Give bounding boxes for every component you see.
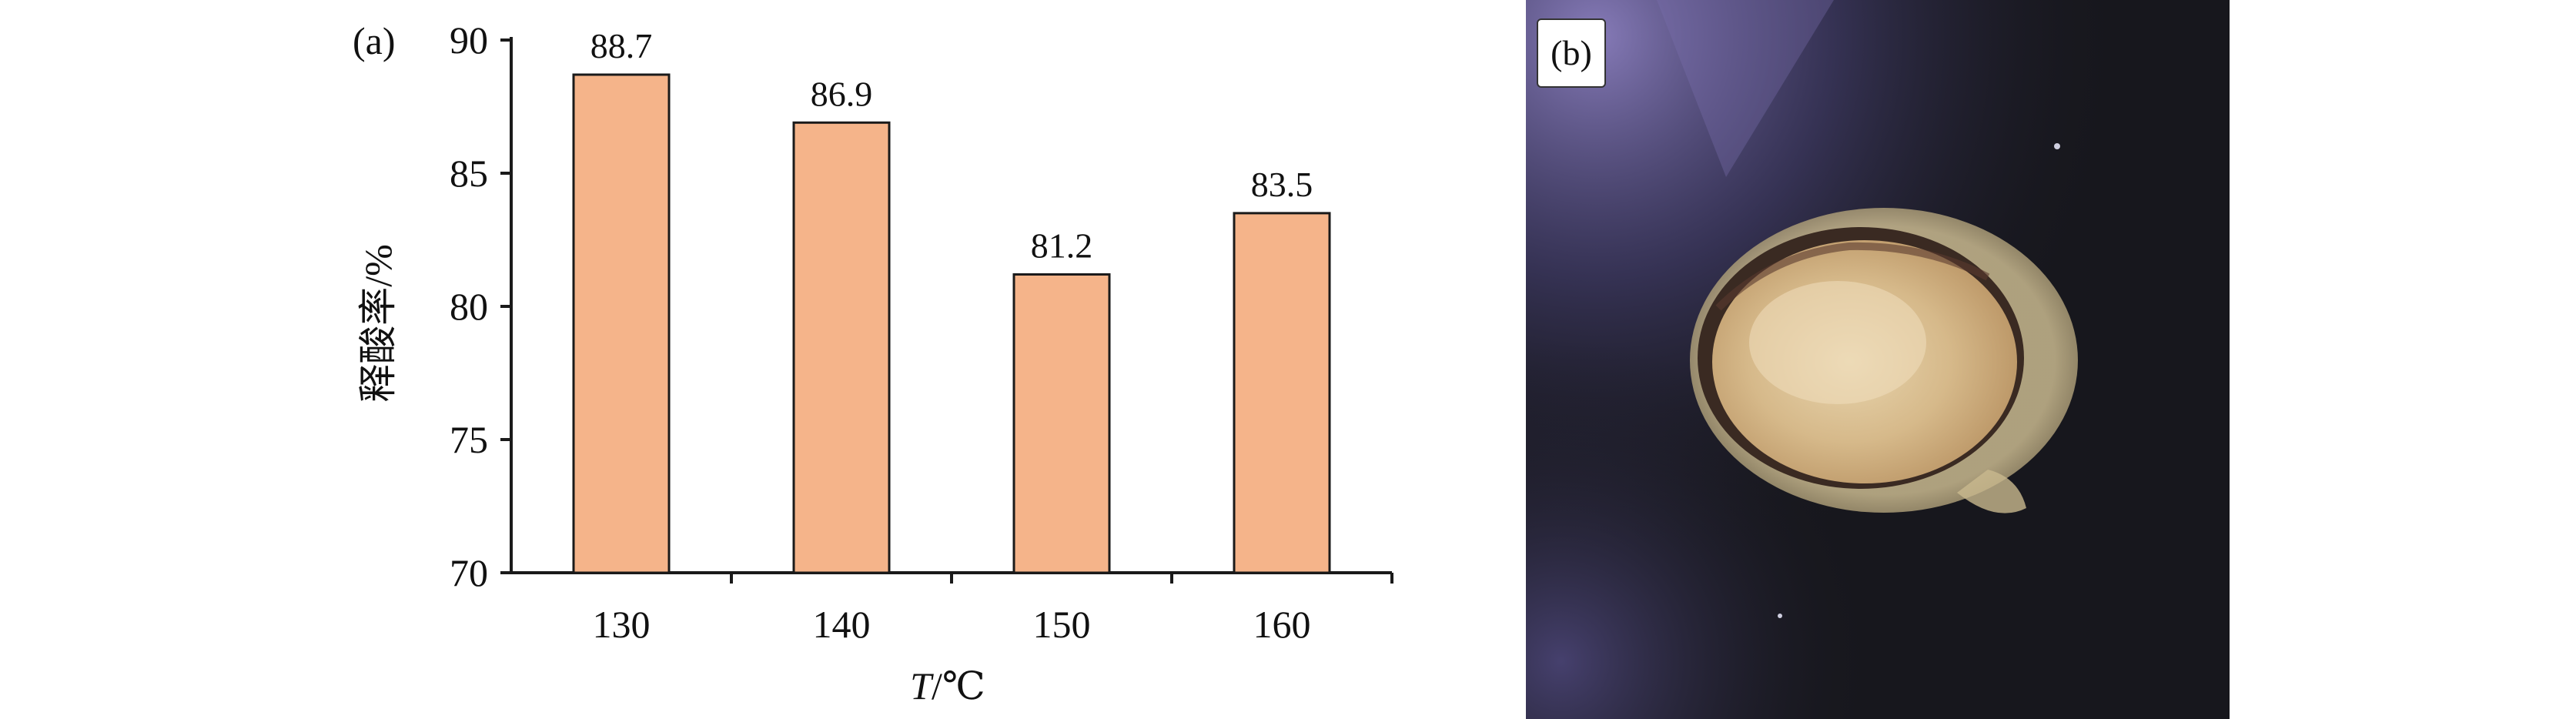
x-tick-label: 150 [1033, 603, 1091, 646]
y-tick-label: 85 [450, 152, 488, 195]
x-axis-title-variable: T [910, 664, 934, 707]
x-axis-title: T/℃ [910, 664, 985, 707]
dish-photo-image [1526, 0, 2230, 719]
y-tick-label: 75 [450, 418, 488, 461]
bar-value-label: 81.2 [1031, 226, 1093, 265]
bar-chart: (a) 70 75 80 85 90 130 140 150 160 88.7 86.9 81.2… [353, 18, 1393, 707]
y-axis-title: 释酸率/% [356, 244, 400, 403]
bar-130 [572, 73, 671, 574]
x-tick-label: 160 [1253, 603, 1311, 646]
panel-a-label: (a) [353, 19, 396, 62]
bar-150 [1012, 273, 1111, 574]
bars: 88.7 86.9 81.2 83.5 [572, 26, 1331, 574]
panel-b-label: (b) [1537, 18, 1606, 88]
bar-value-label: 83.5 [1251, 165, 1313, 204]
bar-140 [792, 121, 891, 574]
y-tick-label: 90 [450, 18, 488, 62]
y-tick-label: 70 [450, 551, 488, 594]
x-tick-label: 130 [593, 603, 651, 646]
dish-photo [1526, 0, 2230, 719]
y-tick-label: 80 [450, 285, 488, 328]
x-axis: 130 140 150 160 [511, 571, 1393, 646]
x-axis-title-unit: /℃ [932, 664, 985, 707]
bar-160 [1233, 212, 1331, 574]
bar-value-label: 86.9 [811, 74, 873, 113]
y-axis: 70 75 80 85 90 [450, 18, 513, 594]
x-tick-label: 140 [813, 603, 871, 646]
bar-value-label: 88.7 [590, 26, 653, 65]
